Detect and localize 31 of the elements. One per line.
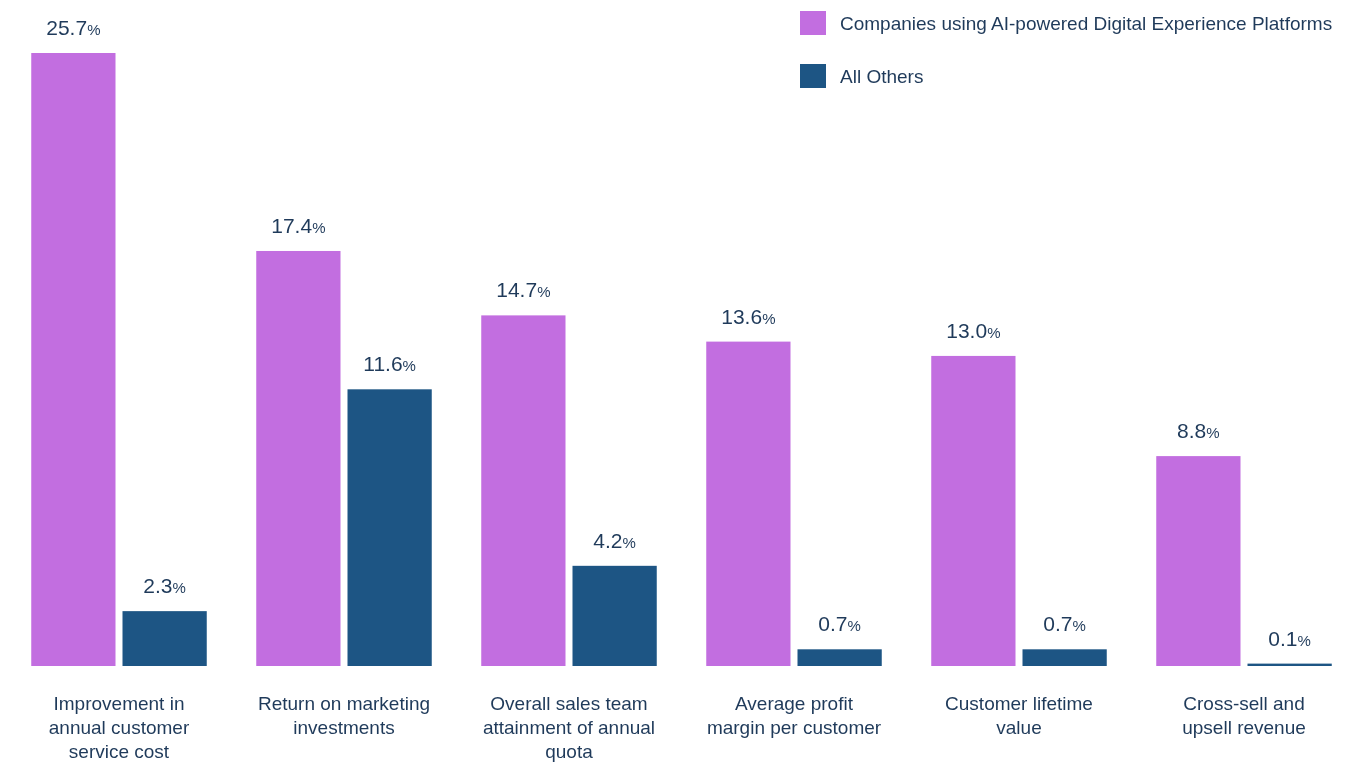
legend-label: Companies using AI-powered Digital Experience Platforms	[840, 13, 1333, 34]
data-label: 11.6%	[363, 352, 416, 376]
data-label: 0.7%	[818, 612, 861, 636]
data-label: 8.8%	[1177, 419, 1220, 443]
x-tick-label: Customer lifetime value	[945, 693, 1093, 738]
x-tick-label: Improvement in annual customer service cost	[48, 693, 190, 762]
data-label: 4.2%	[593, 528, 636, 552]
data-label: 13.0%	[946, 318, 1001, 342]
bar	[481, 315, 566, 666]
bar	[706, 341, 791, 666]
x-tick-label: Overall sales team attainment of annual quota	[482, 693, 656, 762]
bar	[347, 389, 432, 666]
legend-label: All Others	[840, 66, 924, 87]
bar	[797, 649, 882, 666]
x-tick-label: Average profit margin per customer	[706, 693, 882, 738]
bar	[31, 53, 116, 666]
bar	[122, 611, 207, 666]
x-tick-label: Cross-sell and upsell revenue	[1182, 693, 1306, 738]
data-label: 13.6%	[721, 304, 776, 328]
data-label: 2.3%	[143, 574, 186, 598]
bar	[1156, 456, 1241, 666]
bar	[256, 250, 341, 666]
data-label: 0.7%	[1043, 612, 1086, 636]
data-label: 25.7%	[46, 16, 101, 39]
bar	[572, 565, 657, 666]
bar	[931, 355, 1016, 666]
bar	[1022, 649, 1107, 666]
data-label: 17.4%	[271, 213, 326, 237]
data-label: 14.7%	[496, 278, 551, 302]
x-tick-label: Return on marketing investments	[257, 693, 431, 738]
data-label: 0.1%	[1268, 626, 1311, 650]
